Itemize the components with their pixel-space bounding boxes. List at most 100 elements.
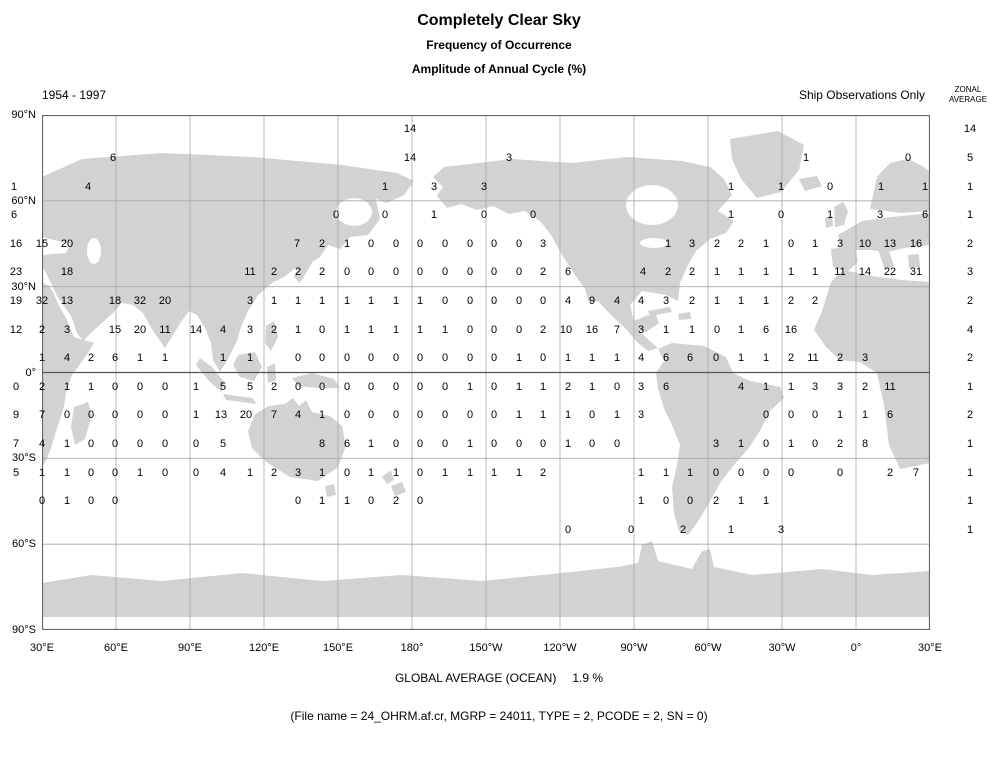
- grid-value: 3: [688, 237, 696, 250]
- grid-value: 3: [861, 352, 869, 365]
- grid-value: 15: [35, 237, 49, 250]
- java: [223, 394, 257, 404]
- grid-value: 0: [762, 438, 770, 451]
- new-zealand-north: [382, 470, 394, 484]
- grid-value: 1: [613, 409, 621, 422]
- grid-value: 0: [826, 180, 834, 193]
- grid-value: 0: [466, 409, 474, 422]
- grid-value: 0: [490, 438, 498, 451]
- grid-value: 0: [466, 237, 474, 250]
- grid-value: 1: [63, 466, 71, 479]
- grid-value: 0: [392, 380, 400, 393]
- grid-value: 2: [787, 352, 795, 365]
- africa-east: [42, 282, 94, 467]
- grid-value: 0: [111, 380, 119, 393]
- grid-value: 12: [9, 323, 23, 336]
- grid-value: 1: [87, 380, 95, 393]
- grid-value: 0: [836, 466, 844, 479]
- grid-value: 18: [108, 294, 122, 307]
- lat-tick-label: 60°N: [11, 194, 36, 207]
- grid-value: 0: [161, 438, 169, 451]
- grid-value: 4: [38, 438, 46, 451]
- philippines: [265, 321, 278, 351]
- grid-value: 10: [559, 323, 573, 336]
- grid-value: 1: [294, 294, 302, 307]
- grid-value: 6: [343, 438, 351, 451]
- grid-value: 20: [60, 237, 74, 250]
- grid-value: 0: [87, 495, 95, 508]
- grid-value: 0: [367, 266, 375, 279]
- grid-value: 1: [192, 380, 200, 393]
- madagascar: [71, 402, 92, 445]
- lat-tick-label: 30°S: [12, 452, 36, 465]
- grid-value: 22: [883, 266, 897, 279]
- sakhalin: [315, 217, 323, 243]
- grid-value: 2: [688, 266, 696, 279]
- sea-of-okhotsk: [336, 198, 372, 226]
- grid-value: 6: [886, 409, 894, 422]
- grid-value: 1: [416, 294, 424, 307]
- zonal-average-value: 1: [966, 495, 974, 508]
- grid-value: 0: [441, 352, 449, 365]
- grid-value: 0: [627, 523, 635, 536]
- japan: [294, 244, 321, 283]
- grid-value: 0: [367, 495, 375, 508]
- grid-value: 0: [367, 409, 375, 422]
- grid-value: 0: [416, 409, 424, 422]
- grid-value: 0: [564, 523, 572, 536]
- grid-value: 14: [858, 266, 872, 279]
- grid-value: 3: [246, 323, 254, 336]
- grid-lines: [42, 115, 930, 630]
- grid-value: 0: [294, 495, 302, 508]
- grid-value: 2: [787, 294, 795, 307]
- grid-value: 4: [639, 266, 647, 279]
- source-note: Ship Observations Only: [798, 88, 925, 102]
- grid-value: 1: [787, 438, 795, 451]
- grid-value: 1: [737, 294, 745, 307]
- grid-value: 0: [539, 294, 547, 307]
- grid-value: 0: [441, 409, 449, 422]
- grid-value: 1: [246, 352, 254, 365]
- grid-value: 0: [63, 409, 71, 422]
- grid-value: 0: [490, 294, 498, 307]
- grid-value: 3: [637, 323, 645, 336]
- grid-value: 2: [713, 237, 721, 250]
- grid-value: 3: [430, 180, 438, 193]
- grid-value: 3: [811, 380, 819, 393]
- zonal-average-value: 2: [966, 237, 974, 250]
- grid-value: 0: [161, 409, 169, 422]
- grid-value: 1: [515, 352, 523, 365]
- grid-value: 16: [9, 237, 23, 250]
- zonal-average-value: 1: [966, 438, 974, 451]
- grid-value: 1: [727, 523, 735, 536]
- grid-value: 0: [136, 438, 144, 451]
- grid-value: 0: [111, 438, 119, 451]
- grid-value: 1: [637, 466, 645, 479]
- grid-value: 1: [318, 466, 326, 479]
- grid-value: 2: [270, 380, 278, 393]
- grid-value: 0: [441, 438, 449, 451]
- grid-value: 1: [192, 409, 200, 422]
- grid-value: 0: [613, 380, 621, 393]
- sumatra: [196, 358, 225, 392]
- grid-value: 2: [318, 237, 326, 250]
- grid-value: 0: [136, 409, 144, 422]
- europe-mainland: [838, 213, 930, 252]
- grid-value: 0: [87, 409, 95, 422]
- grid-value: 0: [490, 266, 498, 279]
- grid-value: 13: [883, 237, 897, 250]
- grid-value: 31: [909, 266, 923, 279]
- lat-tick-label: 90°S: [12, 624, 36, 636]
- grid-value: 1: [727, 209, 735, 222]
- grid-value: 1: [318, 495, 326, 508]
- grid-value: 5: [12, 466, 20, 479]
- grid-value: 3: [836, 380, 844, 393]
- iceland: [799, 176, 822, 191]
- grid-value: 1: [877, 180, 885, 193]
- grid-value: 3: [876, 209, 884, 222]
- grid-value: 6: [921, 209, 929, 222]
- grid-value: 1: [38, 352, 46, 365]
- grid-value: 0: [87, 438, 95, 451]
- grid-value: 1: [811, 266, 819, 279]
